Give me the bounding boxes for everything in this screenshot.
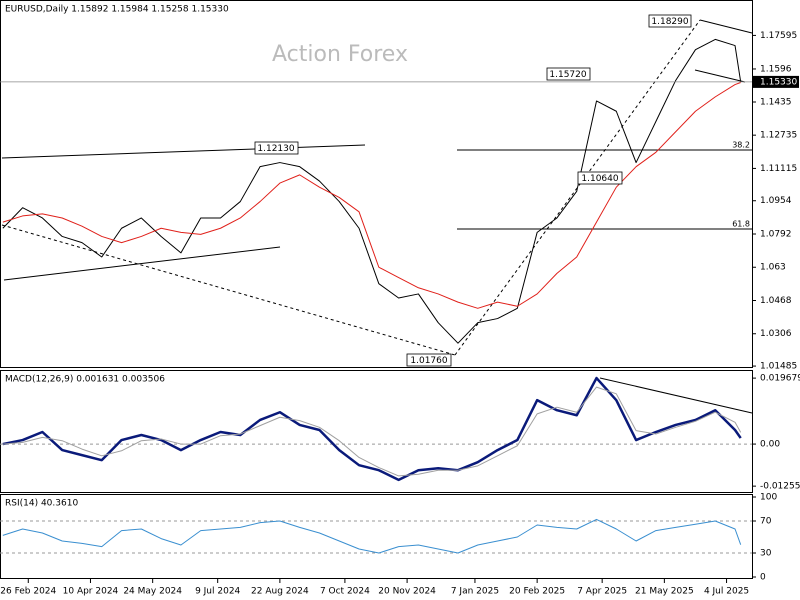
- y-tick-label: 1.0468: [760, 296, 792, 306]
- x-tick-label: 21 May 2025: [635, 587, 694, 597]
- series-line: [2, 518, 742, 554]
- y-tick-label: 100: [760, 493, 777, 503]
- trend-line: [599, 377, 753, 414]
- x-tick-label: 7 Jan 2025: [451, 587, 499, 597]
- annotation: 1.01760: [410, 356, 447, 366]
- annotation-box: [546, 67, 591, 81]
- trend-line: [699, 19, 753, 34]
- series-line: [2, 376, 742, 482]
- annotation: 1.18290: [651, 17, 688, 27]
- y-tick-label: 1.0306: [760, 329, 792, 339]
- y-tick-label: 1.1435: [760, 98, 792, 108]
- annotation-box: [406, 353, 452, 367]
- annotation-box: [254, 141, 299, 155]
- trend-line: [1, 224, 456, 356]
- x-tick-label: 10 Apr 2024: [63, 587, 119, 597]
- x-tick-label: 20 Feb 2025: [509, 587, 565, 597]
- x-tick-label: 22 Aug 2024: [251, 587, 309, 597]
- last-price-label: 1.15330: [760, 77, 797, 87]
- y-tick-label: 1.0792: [760, 229, 792, 239]
- chart-title: EURUSD,Daily 1.15892 1.15984 1.15258 1.1…: [5, 5, 229, 15]
- y-tick-label: 1.01485: [760, 362, 797, 372]
- y-tick-label: 1.12735: [760, 131, 797, 141]
- y-tick-label: 1.0954: [760, 196, 792, 206]
- fib-label: 61.8: [732, 220, 750, 229]
- y-tick-label: 30: [760, 549, 772, 559]
- y-tick-label: 70: [760, 517, 772, 527]
- trend-line: [3, 246, 281, 281]
- x-tick-label: 4 Jul 2025: [704, 587, 749, 597]
- rsi-panel: [0, 494, 753, 579]
- x-tick-label: 26 Feb 2024: [0, 587, 56, 597]
- y-tick-label: 1.11115: [760, 164, 797, 174]
- x-tick-label: 7 Oct 2024: [320, 587, 370, 597]
- trend-line: [1, 144, 366, 159]
- y-tick-label: 0: [760, 573, 766, 583]
- x-tick-label: 20 Nov 2024: [378, 587, 436, 597]
- trend-line: [694, 69, 746, 83]
- y-tick-label: 1.063: [760, 263, 786, 273]
- y-tick-label: 1.17595: [760, 31, 797, 41]
- annotation-box: [648, 14, 692, 28]
- annotation-box: [577, 171, 623, 185]
- y-tick-label: 0.019679: [760, 374, 800, 384]
- fib-label: 38.2: [732, 141, 750, 150]
- x-tick-label: 24 May 2024: [123, 587, 182, 597]
- y-tick-label: -0.012552: [760, 482, 800, 492]
- annotation: 1.12130: [257, 144, 294, 154]
- series-layer: [0, 38, 752, 554]
- last-price-box: [753, 75, 799, 88]
- macd-panel: [0, 370, 753, 493]
- y-tick-label: 0.00: [760, 440, 780, 450]
- annotation: 1.10640: [581, 174, 618, 184]
- price-panel: [0, 0, 753, 368]
- x-tick-label: 7 Apr 2025: [577, 587, 627, 597]
- series-line: [2, 82, 741, 309]
- watermark: Action Forex: [272, 42, 408, 67]
- series-line: [2, 386, 742, 477]
- x-tick-label: 9 Jul 2024: [195, 587, 240, 597]
- y-tick-label: 1.1596: [760, 64, 792, 74]
- macd-title: MACD(12,26,9) 0.001631 0.003506: [5, 375, 165, 385]
- annotation: 1.15720: [549, 70, 586, 80]
- rsi-title: RSI(14) 40.3610: [5, 499, 78, 509]
- series-line: [2, 38, 742, 344]
